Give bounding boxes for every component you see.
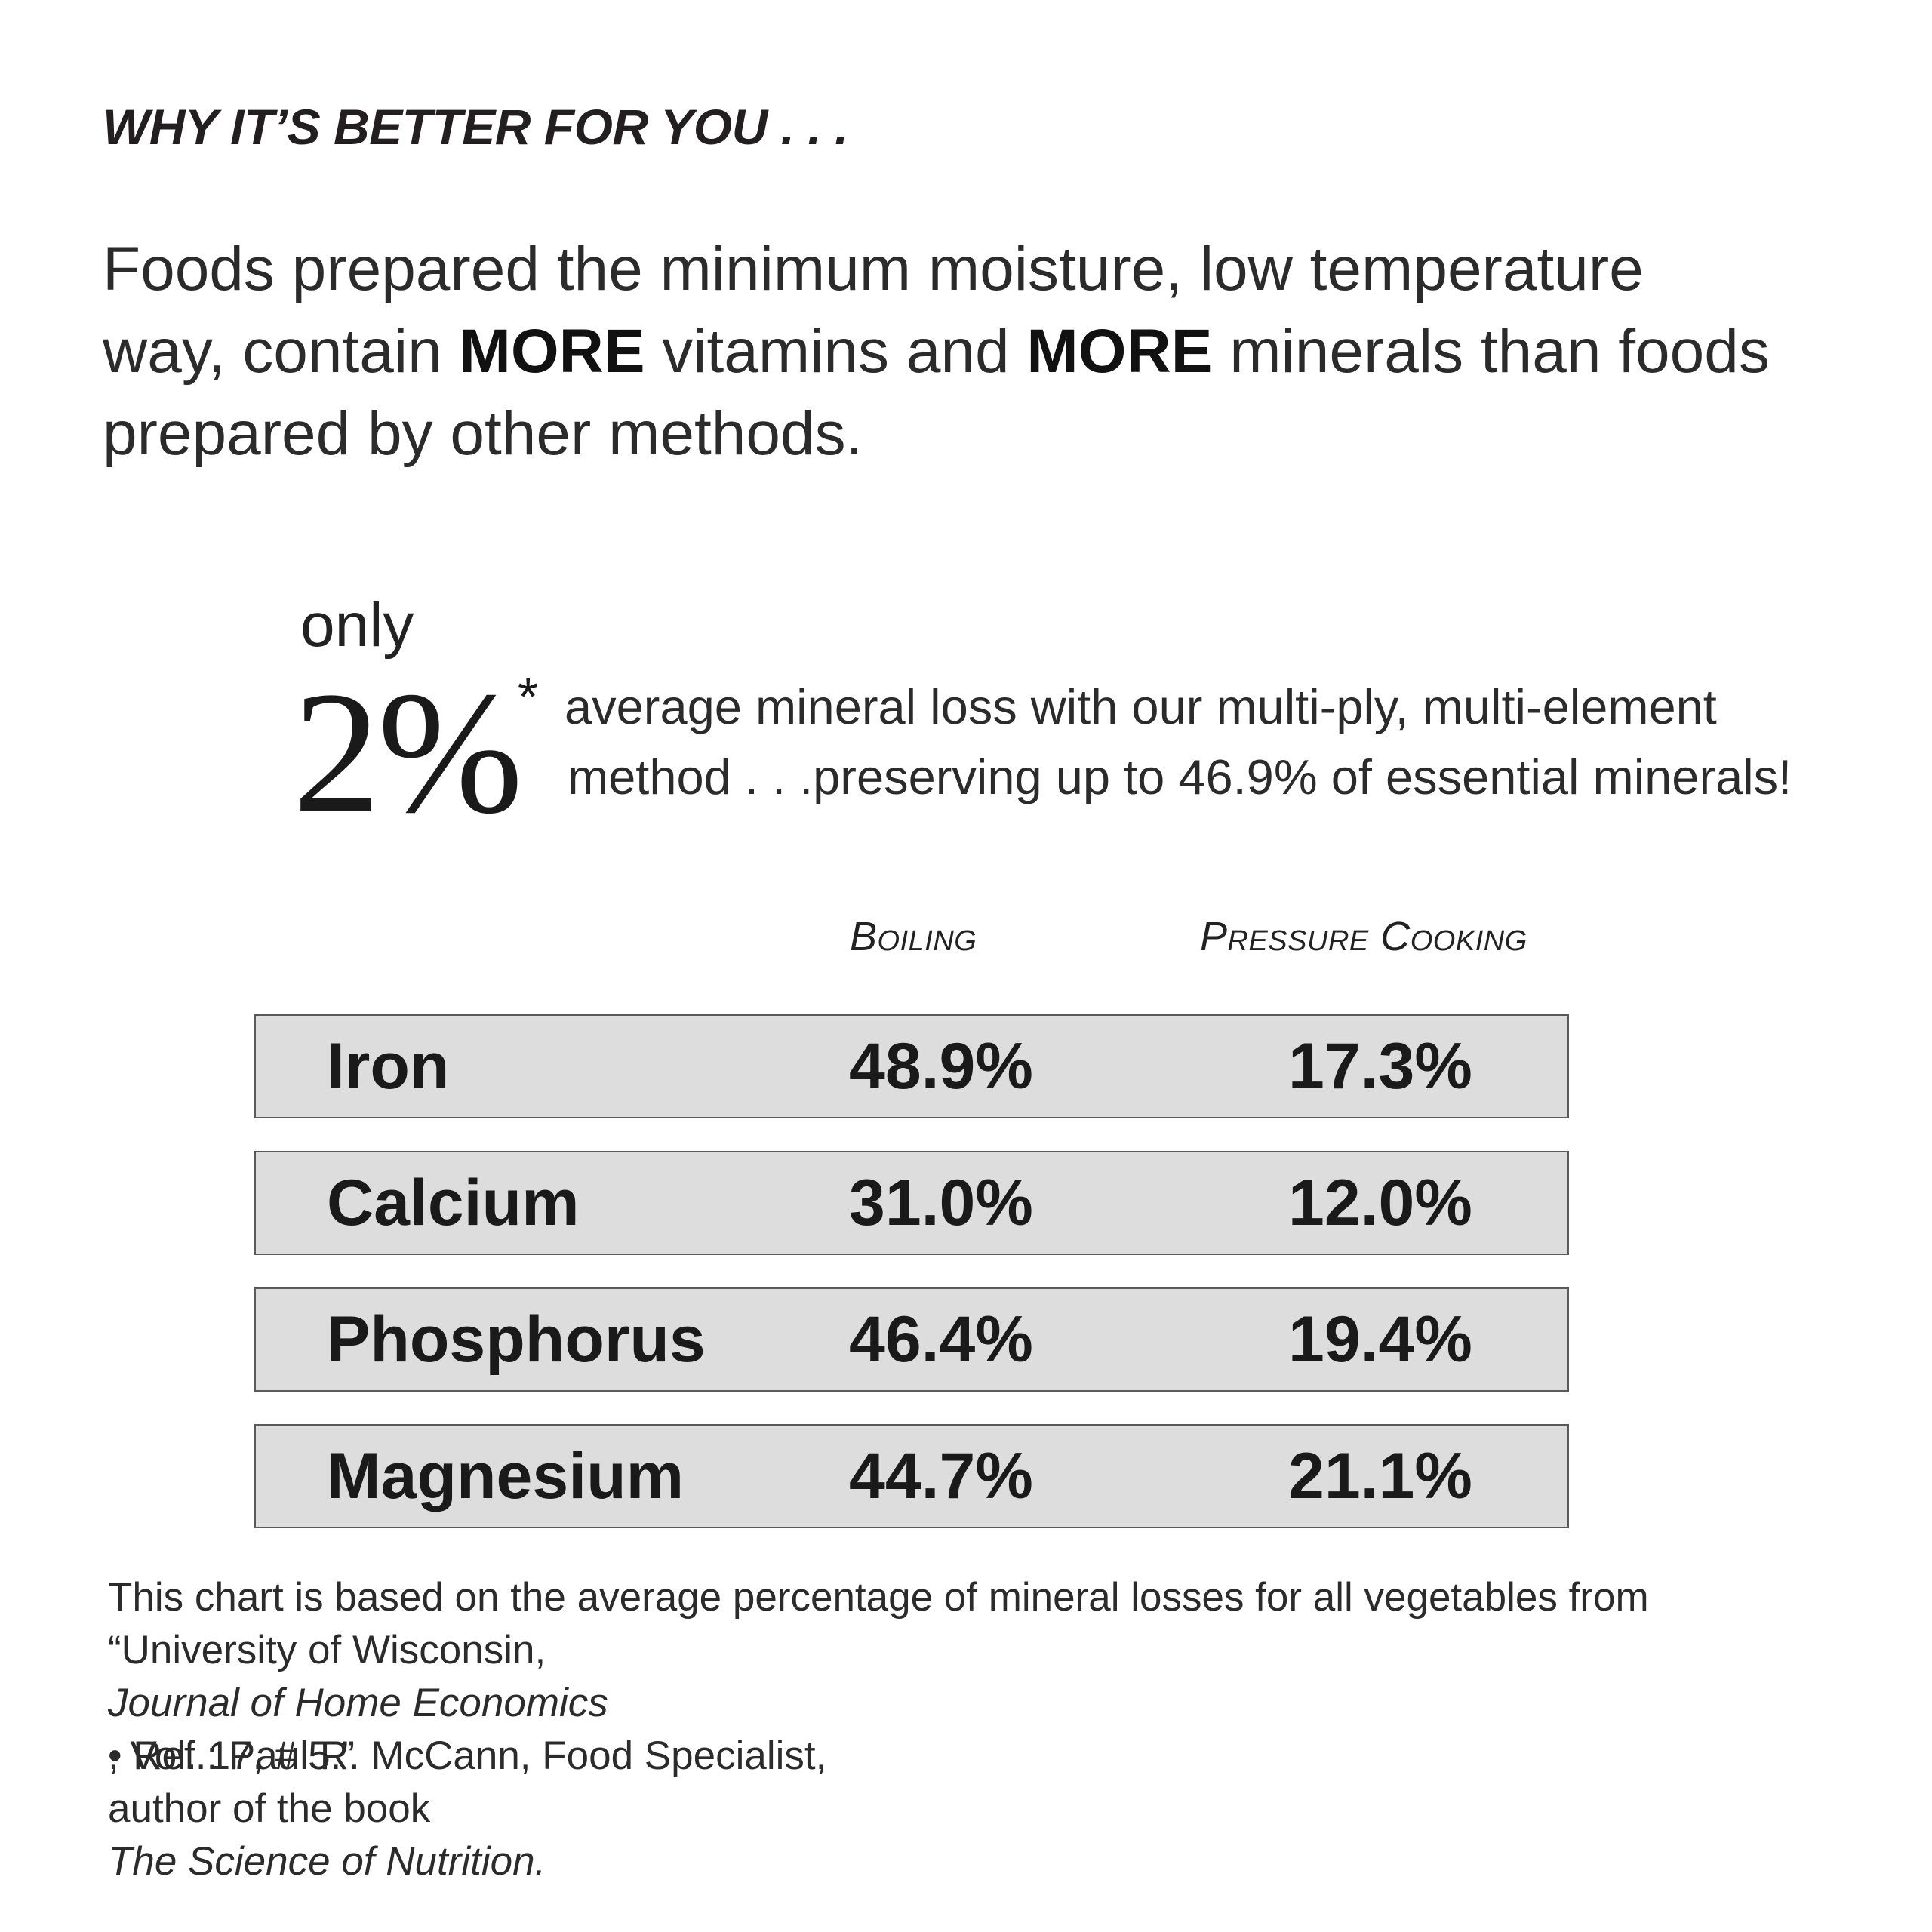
table-row-iron: Iron 48.9% 17.3%	[254, 1014, 1569, 1118]
boiling-value: 48.9%	[849, 1030, 1033, 1103]
pressure-value: 17.3%	[1288, 1030, 1472, 1103]
emphasis-more: MORE	[459, 317, 645, 386]
source-note-text: , Vol. 17, # 5.”	[108, 1734, 355, 1778]
callout-percent: 2%	[293, 656, 523, 850]
callout-asterisk: *	[518, 667, 539, 726]
intro-line-1: Foods prepared the minimum moisture, low…	[103, 235, 1644, 303]
column-header-pressure-cooking: Pressure Cooking	[1200, 914, 1527, 959]
source-note: This chart is based on the average perce…	[108, 1571, 1649, 1783]
journal-title: Journal of Home Economics	[108, 1681, 608, 1725]
pressure-value: 12.0%	[1288, 1167, 1472, 1239]
source-note-line-1: This chart is based on the average perce…	[108, 1575, 1649, 1620]
table-row-magnesium: Magnesium 44.7% 21.1%	[254, 1424, 1569, 1528]
book-title: The Science of Nutrition.	[108, 1839, 546, 1884]
pressure-value: 21.1%	[1288, 1440, 1472, 1512]
mineral-name: Iron	[327, 1030, 450, 1103]
mineral-name: Calcium	[327, 1167, 580, 1239]
column-header-boiling: Boiling	[850, 914, 977, 959]
reference-line-2: author of the book The Science of Nutrit…	[108, 1783, 826, 1888]
table-row-calcium: Calcium 31.0% 12.0%	[254, 1151, 1569, 1255]
emphasis-more: MORE	[1026, 317, 1213, 386]
intro-text: vitamins and	[645, 317, 1027, 386]
reference-note: • Ref.: Paul R. McCann, Food Specialist,…	[108, 1730, 826, 1888]
intro-text: minerals than foods	[1212, 317, 1770, 386]
intro-text: way, contain	[103, 317, 460, 386]
mineral-name: Phosphorus	[327, 1303, 706, 1376]
boiling-value: 31.0%	[849, 1167, 1033, 1239]
intro-line-3: prepared by other methods.	[103, 399, 863, 468]
callout-line-2: method . . .preserving up to 46.9% of es…	[568, 749, 1792, 804]
intro-paragraph: Foods prepared the minimum moisture, low…	[103, 228, 1884, 475]
callout-text: average mineral loss with our multi-ply,…	[565, 672, 1792, 812]
callout-line-1: average mineral loss with our multi-ply,…	[565, 679, 1717, 734]
reference-text: author of the book	[108, 1786, 431, 1831]
callout-only: only	[300, 591, 414, 660]
pressure-value: 19.4%	[1288, 1303, 1472, 1376]
table-row-phosphorus: Phosphorus 46.4% 19.4%	[254, 1287, 1569, 1392]
intro-line-2: way, contain MORE vitamins and MORE mine…	[103, 310, 1884, 392]
reference-line-1: • Ref.: Paul R. McCann, Food Specialist,	[108, 1734, 827, 1778]
source-note-text: “University of Wisconsin,	[108, 1628, 546, 1672]
boiling-value: 44.7%	[849, 1440, 1033, 1512]
boiling-value: 46.4%	[849, 1303, 1033, 1376]
page-heading: WHY IT’S BETTER FOR YOU . . .	[103, 99, 848, 155]
source-note-line-2: “University of Wisconsin, Journal of Hom…	[108, 1624, 1649, 1783]
mineral-name: Magnesium	[327, 1440, 685, 1512]
